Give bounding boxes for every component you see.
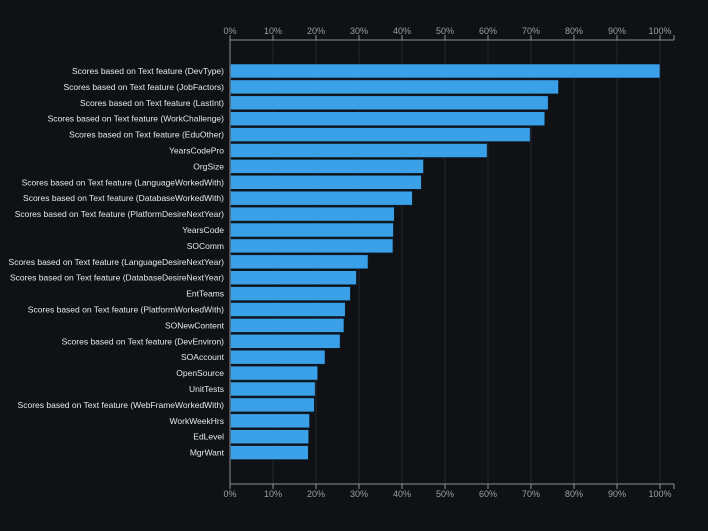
bar[interactable] bbox=[230, 445, 309, 460]
bar[interactable] bbox=[230, 190, 413, 206]
bar[interactable] bbox=[230, 365, 319, 381]
category-label: Scores based on Text feature (WebFrameWo… bbox=[18, 400, 225, 410]
bar[interactable] bbox=[230, 254, 369, 270]
x-tick-label: 30% bbox=[350, 26, 368, 36]
x-tick-label: 50% bbox=[436, 489, 454, 499]
x-tick-label: 60% bbox=[479, 26, 497, 36]
category-label: Scores based on Text feature (DevEnviron… bbox=[62, 336, 225, 346]
category-label: Scores based on Text feature (DatabaseDe… bbox=[10, 273, 224, 283]
bar[interactable] bbox=[230, 318, 345, 333]
x-tick-label: 30% bbox=[350, 489, 368, 499]
bar-layer bbox=[230, 63, 661, 460]
category-label: Scores based on Text feature (EduOther) bbox=[69, 130, 224, 140]
category-label: EdLevel bbox=[193, 432, 224, 442]
bar[interactable] bbox=[230, 95, 549, 111]
bar[interactable] bbox=[230, 429, 309, 445]
category-label: Scores based on Text feature (PlatformDe… bbox=[15, 209, 224, 219]
category-label: UnitTests bbox=[189, 384, 224, 394]
x-tick-label: 10% bbox=[264, 489, 282, 499]
category-label: Scores based on Text feature (LanguageWo… bbox=[22, 177, 225, 187]
bar[interactable] bbox=[230, 79, 559, 95]
x-tick-label: 20% bbox=[307, 489, 325, 499]
x-tick-label: 40% bbox=[393, 489, 411, 499]
x-tick-label: 90% bbox=[608, 489, 626, 499]
x-tick-label: 50% bbox=[436, 26, 454, 36]
bar[interactable] bbox=[230, 286, 351, 301]
axis-layer: 0% 10% 20% 30% 40% 50% 60% 70% 80% 90% 100% 0% 10% 20… bbox=[223, 26, 675, 499]
category-label: EntTeams bbox=[186, 289, 224, 299]
category-label: Scores based on Text feature (PlatformWo… bbox=[28, 305, 224, 315]
x-tick-label: 20% bbox=[307, 26, 325, 36]
x-tick-label: 0% bbox=[223, 489, 236, 499]
x-tick-label: 40% bbox=[393, 26, 411, 36]
x-tick-label: 10% bbox=[264, 26, 282, 36]
category-label: OrgSize bbox=[193, 161, 224, 171]
x-tick-label: 100% bbox=[648, 489, 671, 499]
bar[interactable] bbox=[230, 333, 341, 349]
category-label: MgrWant bbox=[190, 448, 225, 458]
bar[interactable] bbox=[230, 397, 315, 413]
category-label: SOAccount bbox=[181, 352, 225, 362]
category-label: Scores based on Text feature (LanguageDe… bbox=[9, 257, 225, 267]
bar[interactable] bbox=[230, 159, 424, 174]
category-label: SOComm bbox=[187, 241, 224, 251]
x-tick-label: 70% bbox=[522, 489, 540, 499]
x-tick-label: 0% bbox=[223, 26, 236, 36]
bar[interactable] bbox=[230, 413, 310, 429]
bar[interactable] bbox=[230, 222, 394, 238]
category-label: YearsCode bbox=[182, 225, 224, 235]
x-tick-label: 90% bbox=[608, 26, 626, 36]
category-label: SONewContent bbox=[165, 320, 225, 330]
bar[interactable] bbox=[230, 238, 394, 254]
bar[interactable] bbox=[230, 206, 395, 222]
x-tick-label: 70% bbox=[522, 26, 540, 36]
bar[interactable] bbox=[230, 111, 546, 126]
bar[interactable] bbox=[230, 63, 661, 79]
category-label: YearsCodePro bbox=[169, 146, 224, 156]
bar[interactable] bbox=[230, 127, 531, 142]
x-tick-label: 100% bbox=[648, 26, 671, 36]
x-tick-label: 80% bbox=[565, 26, 583, 36]
bar[interactable] bbox=[230, 270, 357, 286]
category-label: WorkWeekHrs bbox=[170, 416, 224, 426]
x-tick-label: 60% bbox=[479, 489, 497, 499]
category-label: Scores based on Text feature (JobFactors… bbox=[64, 82, 225, 92]
x-tick-label: 80% bbox=[565, 489, 583, 499]
category-label: OpenSource bbox=[176, 368, 224, 378]
bar[interactable] bbox=[230, 143, 488, 158]
category-label: Scores based on Text feature (DatabaseWo… bbox=[23, 193, 224, 203]
bar[interactable] bbox=[230, 349, 326, 365]
category-label-layer: Scores based on Text feature (DevType) Sc… bbox=[9, 66, 225, 458]
bar[interactable] bbox=[230, 381, 316, 397]
category-label: Scores based on Text feature (DevType) bbox=[72, 66, 224, 76]
bar[interactable] bbox=[230, 175, 422, 190]
bar[interactable] bbox=[230, 302, 346, 317]
category-label: Scores based on Text feature (WorkChalle… bbox=[48, 114, 225, 124]
category-label: Scores based on Text feature (LastInt) bbox=[80, 98, 224, 108]
